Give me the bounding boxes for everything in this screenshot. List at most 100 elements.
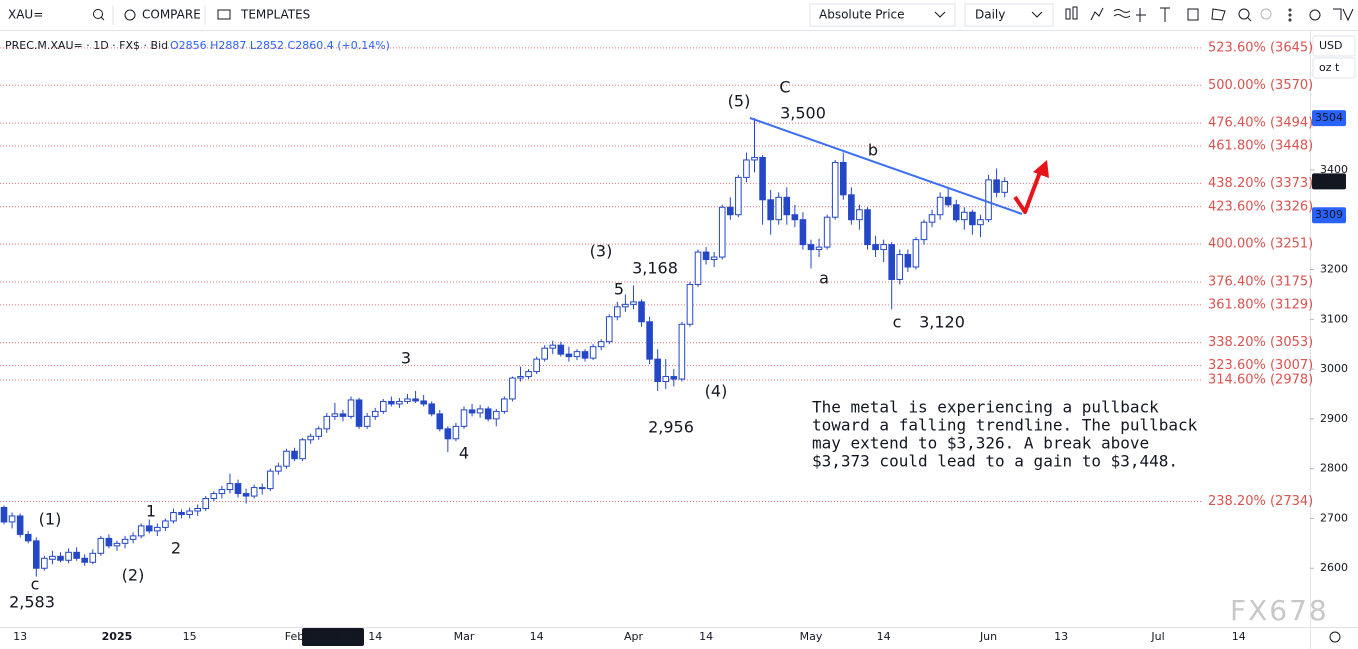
- candle-body: [412, 398, 419, 402]
- unit-label[interactable]: oz t: [1319, 61, 1340, 74]
- candle-body: [614, 306, 621, 318]
- x-tick-label: 14: [1232, 630, 1246, 643]
- commentary-line: toward a falling trendline. The pullback: [812, 416, 1198, 435]
- candle-body: [888, 244, 896, 280]
- toolbar: XAU= COMPARE TEMPLATES Absolute Price Da…: [0, 0, 1358, 31]
- candle-body: [73, 551, 80, 559]
- wave-label: 2,956: [648, 418, 694, 437]
- candle-body: [678, 323, 686, 380]
- candle-body: [920, 221, 928, 241]
- candle-body: [186, 510, 193, 515]
- candle-body: [573, 351, 581, 358]
- interval-dropdown[interactable]: [964, 3, 1054, 27]
- candle-body: [404, 398, 411, 402]
- candle-body: [121, 538, 129, 544]
- x-tick-label: 14: [530, 630, 544, 643]
- settings-icon[interactable]: [1329, 631, 1341, 643]
- candle-body: [936, 196, 944, 216]
- x-tick-label: 14: [368, 630, 382, 643]
- candle-body: [210, 493, 218, 500]
- search-icon[interactable]: [93, 9, 103, 19]
- candle-body: [315, 428, 323, 437]
- commentary-line: $3,373 could lead to a gain to $3,448.: [812, 452, 1178, 471]
- candle-body: [226, 483, 234, 491]
- candle-body: [807, 244, 815, 251]
- candle-body: [460, 409, 468, 427]
- candle-body: [928, 214, 936, 223]
- candle-body: [654, 358, 661, 383]
- candle-body: [267, 470, 274, 490]
- currency-label[interactable]: USD: [1319, 39, 1343, 52]
- candle-body: [202, 498, 210, 509]
- symbol-search[interactable]: XAU=: [8, 8, 43, 22]
- candle-body: [355, 399, 363, 427]
- x-tick-label: May: [800, 630, 823, 643]
- candle-body: [275, 465, 282, 472]
- x-tick-label: 13: [13, 630, 27, 643]
- candle-body: [517, 376, 524, 379]
- unit-button[interactable]: [1312, 57, 1356, 79]
- crosshair-label: 07 Feb '25: [304, 630, 362, 643]
- candle-body: [436, 413, 444, 430]
- candle-body: [735, 176, 742, 216]
- x-tick-label: Feb: [285, 630, 304, 643]
- candle-body: [944, 196, 952, 206]
- commentary-line: The metal is experiencing a pullback: [812, 398, 1159, 417]
- wave-label: 2,583: [9, 593, 55, 612]
- legend-ohlc: O2856 H2887 L2852 C2860.4 (+0.14%): [170, 39, 390, 52]
- compare-icon[interactable]: [124, 9, 136, 21]
- candle-body: [258, 487, 266, 490]
- wave-label: c: [893, 313, 902, 332]
- candle-body: [904, 254, 912, 268]
- candle-body: [767, 199, 774, 221]
- candle-body: [839, 161, 847, 196]
- interval-label[interactable]: Daily: [975, 8, 1005, 22]
- fib-label: 314.60% (2978): [1208, 373, 1313, 388]
- candle-body: [113, 542, 121, 547]
- x-tick-label: Apr: [624, 630, 644, 643]
- candle-body: [363, 415, 371, 427]
- candle-body: [589, 346, 597, 359]
- x-tick-label: Jun: [979, 630, 997, 643]
- wave-label: 3,120: [919, 313, 965, 332]
- templates-icon[interactable]: [217, 9, 231, 20]
- candle-body: [444, 428, 452, 440]
- candle-body: [452, 425, 460, 440]
- candle-body: [549, 344, 557, 349]
- scale-mode-label[interactable]: Absolute Price: [819, 8, 905, 22]
- candle-body: [848, 194, 855, 221]
- candle-body: [137, 525, 145, 537]
- candle-body: [0, 507, 8, 523]
- compare-button[interactable]: COMPARE: [142, 8, 201, 22]
- fib-label: 523.60% (3645): [1208, 40, 1313, 55]
- candle-body: [283, 450, 290, 467]
- candle-body: [799, 219, 807, 246]
- candle-body: [154, 526, 161, 532]
- fib-label: 338.20% (3053): [1208, 335, 1313, 350]
- plot: 523.60% (3645) 500.00% (3570) 476.40% (349…: [0, 40, 1348, 646]
- y-tick-label: 3000: [1320, 362, 1348, 375]
- candle-body: [299, 439, 306, 460]
- candle-body: [49, 555, 56, 560]
- templates-button[interactable]: TEMPLATES: [240, 8, 310, 22]
- wave-label: 3,168: [632, 259, 678, 278]
- candle-body: [250, 487, 258, 497]
- candle-body: [501, 398, 508, 412]
- wave-label: (1): [39, 510, 62, 529]
- legend-symbol: PREC.M.XAU= · 1D · FX$ · Bid: [5, 39, 168, 52]
- tool-icons[interactable]: [1065, 6, 1354, 22]
- candle-body: [8, 515, 16, 523]
- candle-body: [492, 410, 500, 420]
- forecast-arrow: [1013, 171, 1042, 214]
- candle-body: [791, 214, 799, 221]
- candle-body: [129, 535, 137, 540]
- scale-mode-dropdown[interactable]: [809, 3, 956, 27]
- x-tick-label: Jul: [1150, 630, 1164, 643]
- candle-body: [97, 537, 105, 554]
- currency-button[interactable]: [1312, 35, 1356, 57]
- wave-label: 2: [171, 539, 181, 558]
- candle-body: [81, 557, 89, 563]
- candle-body: [323, 415, 331, 430]
- candle-body: [379, 400, 387, 412]
- price-marker: [1312, 173, 1346, 190]
